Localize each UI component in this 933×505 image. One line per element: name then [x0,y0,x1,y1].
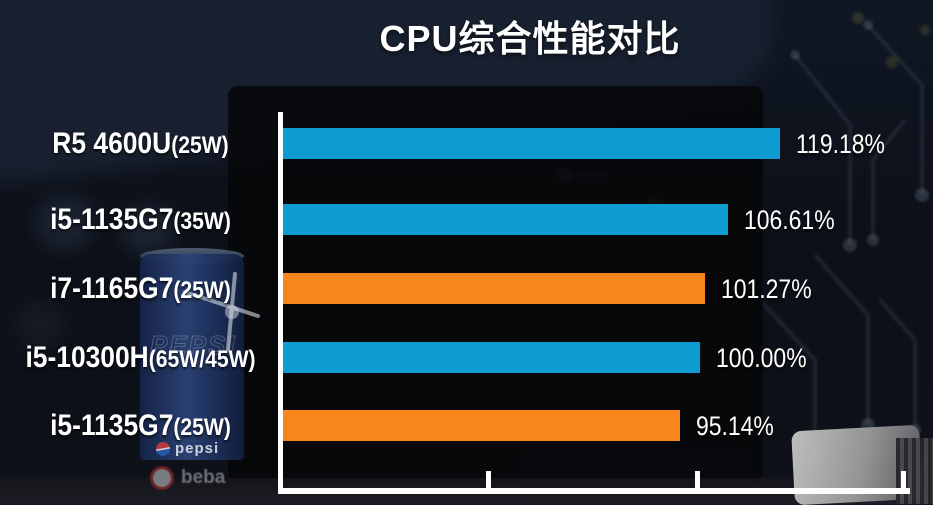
pepsi-globe-icon [156,441,170,456]
bar [283,128,780,159]
can-reflection: beba [150,466,225,490]
x-axis-tick-150 [901,471,906,488]
chart-row: i7-1165G7 (25W) 101.27% [0,273,933,304]
bar [283,342,700,373]
cpu-name: i5-1135G7 [50,203,174,236]
chart-row: R5 4600U (25W) 119.18% [0,128,933,159]
value-label: 95.14% [695,411,774,441]
cpu-power: (25W) [173,277,231,304]
athlete-figure [183,272,260,351]
pepsi-outline-text: PEPSI [150,330,237,361]
bar [283,410,680,441]
chart-row: i5-1135G7 (25W) 95.14% [0,410,933,441]
value-label: 100.00% [716,343,807,373]
value-label: 101.27% [721,274,812,304]
cpu-name: i5-1135G7 [50,409,174,442]
cpu-power: (65W/45W) [148,346,256,373]
bokeh-light [120,205,175,255]
value-label: 106.61% [743,205,835,235]
bar [283,273,706,304]
chart-title: CPU综合性能对比 [379,18,681,59]
x-axis-tick-50 [486,471,491,488]
bokeh-light [15,300,65,350]
reflection-text: beba [181,467,226,488]
category-label: i5-10300H (65W/45W) [17,342,264,373]
bar [283,204,728,235]
pepsi-can [140,254,244,460]
chart-row: i5-10300H (65W/45W) 100.00% [0,342,933,373]
cpu-name: i7-1165G7 [50,272,174,305]
cpu-power: (25W) [173,414,231,441]
cpu-power: (25W) [171,132,229,159]
pepsi-ring-icon [150,466,174,490]
pepsi-brand: pepsi [156,440,219,457]
cpu-name: i5-10300H [25,341,149,374]
bokeh-light [35,195,95,250]
pepsi-brand-text: pepsi [175,440,220,457]
y-axis-line [278,112,283,494]
category-label: i7-1165G7 (25W) [17,273,264,304]
chart-row: i5-1135G7 (35W) 106.61% [0,204,933,235]
category-label: i5-1135G7 (25W) [17,410,264,441]
value-label: 119.18% [795,129,885,159]
category-label: i5-1135G7 (35W) [17,204,264,235]
cpu-power: (35W) [173,208,231,235]
category-label: R5 4600U (25W) [17,128,264,159]
x-axis-line [278,488,910,494]
cpu-name: R5 4600U [52,127,172,160]
x-axis-tick-100 [695,471,700,488]
